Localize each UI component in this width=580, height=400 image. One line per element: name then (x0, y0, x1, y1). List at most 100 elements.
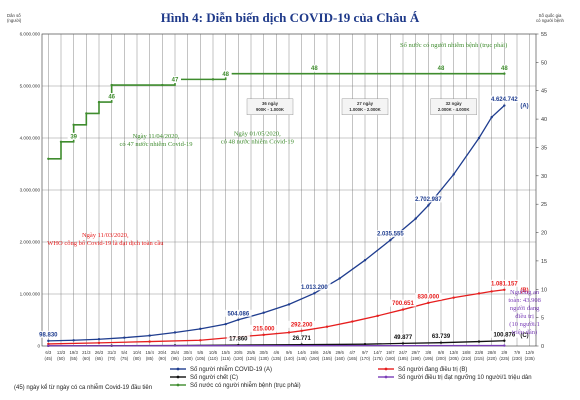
series-end-tag: (A) (520, 104, 528, 110)
annotation-text: Ngày 11/04/2020, (133, 133, 180, 140)
x-tick-date: 8/8 (438, 350, 445, 355)
series-point (477, 292, 481, 295)
series-end-tag: (C) (520, 333, 528, 339)
x-tick-day: (80) (133, 356, 141, 361)
x-tick-date: 21/3 (82, 350, 91, 355)
series-point (211, 78, 215, 81)
y-tick-label: 5.000.000 (20, 84, 41, 89)
series-point (287, 331, 291, 334)
series-point (199, 339, 202, 342)
series-point (503, 72, 506, 75)
x-tick-day: (135) (271, 356, 282, 361)
x-tick-date: 19/7 (386, 350, 395, 355)
y2-tick-label: 35 (541, 145, 547, 151)
y2-tick-label: 15 (541, 259, 547, 265)
data-label: 1.013.200 (301, 285, 328, 291)
series (47, 72, 506, 348)
legend-marker (384, 375, 388, 379)
x-axis-note: (45) ngày kể từ ngày có ca nhiễm Covid-1… (14, 384, 152, 391)
x-tick-day: (65) (95, 356, 103, 361)
annotation-text: toàn: 43.908 (508, 297, 541, 304)
series-point (47, 339, 50, 343)
y2-tick-label: 5 (541, 316, 544, 322)
x-tick-day: (145) (297, 356, 308, 361)
series-point (97, 338, 101, 341)
data-label: 39 (70, 134, 77, 140)
series-point (490, 290, 493, 293)
legend-entry: Số người chết (C) (190, 375, 238, 381)
x-tick-day: (120) (233, 356, 244, 361)
series-point (262, 333, 265, 337)
data-label: 98.830 (39, 332, 58, 338)
data-label: 1.081.157 (491, 281, 518, 287)
series-point (363, 259, 367, 262)
data-label-bg (487, 95, 521, 103)
annotation-text: người đang (510, 305, 540, 312)
period-box (341, 98, 389, 116)
series-point (503, 339, 506, 342)
data-label-bg (250, 324, 277, 332)
data-label: 26.771 (292, 336, 311, 342)
legend-entry: Số người đang điều trị (B) (398, 367, 467, 373)
y2-tick-label: 30 (541, 174, 547, 180)
x-tick-day: (190) (411, 356, 422, 361)
annotation-text: Ngày 01/05/2020, (234, 130, 281, 137)
x-tick-date: 19/3 (69, 350, 78, 355)
series-point (338, 277, 341, 280)
data-label-bg (219, 70, 232, 78)
x-tick-date: 10/4 (133, 350, 142, 355)
x-tick-date: 14/7 (373, 350, 382, 355)
series-point (47, 157, 50, 160)
data-label-bg (373, 230, 407, 238)
y2-tick-label: 45 (541, 89, 547, 95)
x-tick-date: 31/3 (107, 350, 116, 355)
x-tick-day: (235) (525, 356, 536, 361)
x-tick-date: 13/8 (449, 350, 458, 355)
period-box-text: 36 ngày (262, 101, 279, 106)
x-tick-day: (110) (208, 356, 218, 361)
legend-marker (176, 375, 180, 379)
period-box (430, 98, 477, 116)
data-label-bg (105, 93, 118, 101)
x-tick-day: (185) (398, 356, 409, 361)
x-tick-date: 7/9 (514, 350, 521, 355)
x-tick-day: (90) (159, 356, 167, 361)
period-box-text: 1.000K - 2.000K (349, 107, 381, 112)
x-tick-date: 25/4 (171, 350, 180, 355)
x-tick-date: 15/5 (221, 350, 230, 355)
series-point (47, 342, 50, 346)
x-tick-date: 19/6 (310, 350, 319, 355)
x-tick-day: (170) (360, 356, 371, 361)
data-label-bg (169, 76, 181, 84)
series-point (97, 341, 101, 345)
series-point (72, 123, 75, 126)
data-label-bg (415, 292, 442, 300)
series-point (148, 340, 151, 343)
legend-marker (384, 367, 388, 371)
x-tick-date: 12/9 (525, 350, 534, 355)
annotation-text: triệu dân) (512, 329, 537, 336)
x-tick-date: 6/3 (45, 350, 52, 355)
series-line (48, 72, 505, 160)
period-box-text: 32 ngày (446, 101, 463, 106)
series-point (224, 322, 227, 326)
x-axis: 6/3(45) 13/3(50) 19/3(55) 21/3(60) 26/3(65) 3… (45, 350, 536, 361)
x-tick-date: 24/7 (399, 350, 408, 355)
y-tick-label: 3.000.000 (20, 188, 41, 193)
x-tick-day: (95) (171, 356, 179, 361)
x-tick-date: 29/6 (335, 350, 344, 355)
x-tick-date: 3/8 (425, 350, 432, 355)
data-label: 46 (108, 95, 115, 101)
y-tick-label: 0 (37, 344, 40, 349)
y2-tick-label: 55 (541, 32, 547, 38)
grid (41, 33, 537, 347)
x-tick-date: 24/6 (323, 350, 332, 355)
x-tick-day: (165) (347, 356, 358, 361)
annotation-text: có 47 nước nhiễm Covid-19 (119, 141, 192, 148)
series-point (47, 344, 50, 347)
x-tick-day: (130) (259, 356, 270, 361)
annotation-text: (10 người/1 (509, 321, 540, 328)
annotation-text: Ngưỡng an (510, 289, 540, 296)
series-point (452, 296, 455, 299)
